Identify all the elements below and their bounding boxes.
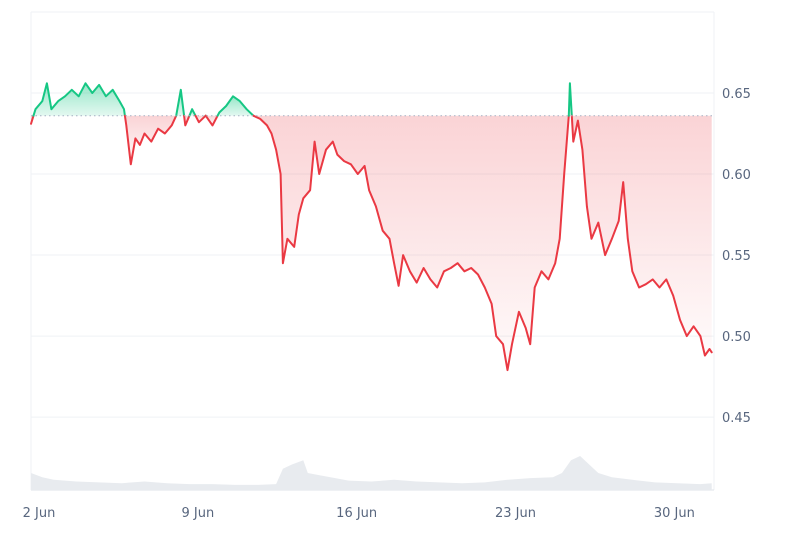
price-line-above (32, 82, 126, 117)
label-layer: 0.65 0.60 0.55 0.50 0.45 2 Jun 9 Jun 16 Jun 23 J… (23, 87, 751, 521)
price-line-above (188, 108, 197, 117)
volume-layer (31, 456, 712, 490)
line-layer (30, 82, 714, 372)
grid-layer (30, 11, 715, 491)
price-line-above (175, 88, 186, 117)
price-line-above (216, 95, 255, 117)
price-fill-below (205, 115, 218, 126)
y-tick-label: 0.45 (722, 411, 751, 426)
x-tick-label: 2 Jun (23, 506, 56, 521)
price-line-below (123, 114, 178, 166)
area-layer (31, 83, 712, 371)
y-tick-label: 0.50 (722, 330, 751, 345)
y-tick-label: 0.55 (722, 249, 751, 264)
price-fill-above (217, 96, 254, 116)
y-tick-label: 0.65 (722, 87, 751, 102)
volume-area (31, 456, 712, 490)
price-fill-below (571, 115, 712, 356)
price-line-below (30, 114, 35, 125)
price-line-below (570, 114, 713, 357)
x-tick-label: 30 Jun (654, 506, 695, 521)
price-line-below (252, 114, 570, 372)
price-line-below (183, 114, 191, 127)
price-line-below (204, 114, 219, 127)
x-tick-label: 23 Jun (495, 506, 536, 521)
price-line-below (194, 114, 207, 124)
x-tick-label: 9 Jun (181, 506, 214, 521)
price-line-above (567, 82, 573, 117)
y-tick-label: 0.60 (722, 168, 751, 183)
x-tick-label: 16 Jun (336, 506, 377, 521)
price-fill-below (253, 115, 569, 371)
